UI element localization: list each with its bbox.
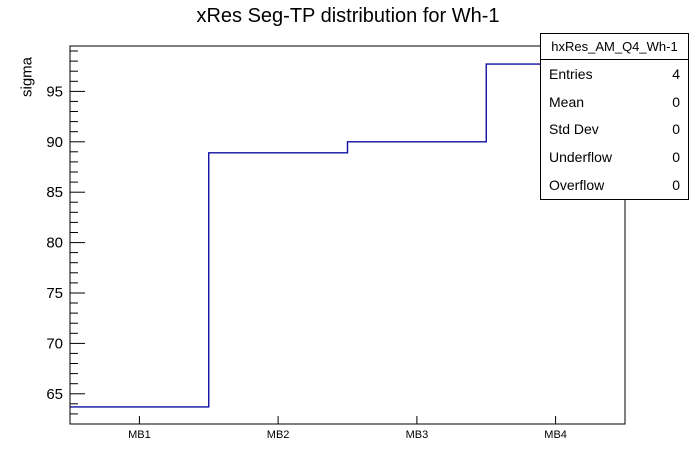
stats-label: Underflow bbox=[549, 149, 613, 166]
stats-box-title: hxRes_AM_Q4_Wh-1 bbox=[541, 34, 688, 60]
y-tick-label: 70 bbox=[46, 335, 63, 352]
x-tick-label: MB2 bbox=[267, 429, 290, 441]
y-tick-label: 95 bbox=[46, 83, 63, 100]
y-tick-label: 90 bbox=[46, 134, 63, 151]
stats-label: Mean bbox=[549, 93, 585, 110]
stats-value: 0 bbox=[672, 177, 680, 194]
stats-label: Std Dev bbox=[549, 121, 599, 138]
stats-row: Overflow 0 bbox=[541, 171, 688, 199]
stats-rows: Entries 4 Mean 0 Std Dev 0 Underflow 0 O… bbox=[541, 60, 688, 199]
x-tick-label: MB3 bbox=[406, 429, 429, 441]
stats-label: Entries bbox=[549, 65, 593, 82]
stats-box: hxRes_AM_Q4_Wh-1 Entries 4 Mean 0 Std De… bbox=[540, 33, 689, 200]
plot-title: xRes Seg-TP distribution for Wh-1 bbox=[196, 5, 500, 27]
stats-label: Overflow bbox=[549, 177, 605, 194]
stats-row: Underflow 0 bbox=[541, 143, 688, 171]
y-tick-label: 80 bbox=[46, 235, 63, 252]
x-tick-label: MB1 bbox=[128, 429, 151, 441]
y-tick-label: 75 bbox=[46, 285, 63, 302]
x-tick-label: MB4 bbox=[544, 429, 567, 441]
y-tick-label: 85 bbox=[46, 184, 63, 201]
stats-row: Entries 4 bbox=[541, 60, 688, 88]
plot-frame bbox=[69, 45, 626, 425]
stats-value: 0 bbox=[672, 121, 680, 138]
histogram-step-line bbox=[70, 63, 625, 408]
stats-row: Std Dev 0 bbox=[541, 116, 688, 144]
y-tick-label: 65 bbox=[46, 386, 63, 403]
stats-value: 0 bbox=[672, 93, 680, 110]
stats-row: Mean 0 bbox=[541, 88, 688, 116]
stats-value: 4 bbox=[672, 65, 680, 82]
stats-value: 0 bbox=[672, 149, 680, 166]
